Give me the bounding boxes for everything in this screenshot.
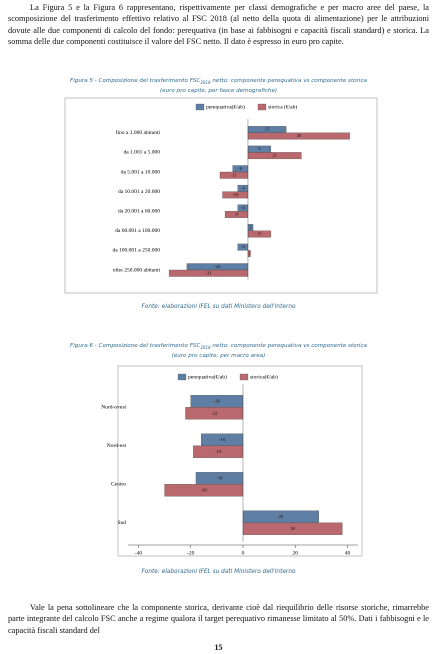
- category-label: da 1.001 a 5.000: [123, 150, 160, 156]
- legend-label: storica (€/ab): [268, 103, 297, 110]
- category-label: Nord-ovest: [101, 405, 126, 411]
- caption-text: (euro pro capite, per macro area): [171, 353, 266, 360]
- caption-text: netto: componente perequativa vs compone…: [212, 78, 367, 84]
- bar-label: -11: [231, 172, 237, 177]
- bar-label: 29: [279, 514, 284, 519]
- x-tick-label: 0: [242, 550, 245, 556]
- bar-label: -16: [219, 437, 226, 442]
- category-label: da 20.001 a 60.000: [118, 208, 160, 214]
- category-label: Centro: [111, 482, 126, 488]
- legend-label: perequativa(€/ab): [188, 373, 227, 380]
- bar-label: -10: [232, 192, 239, 197]
- figure-caption: Figura 5 - Composizione del trasferiment…: [0, 77, 437, 95]
- paragraph: La Figura 5 e la Figura 6 rappresentano,…: [8, 3, 429, 46]
- category-label: oltre 250.000 abitanti: [113, 267, 161, 273]
- bar-label: 1: [248, 251, 250, 256]
- bar-label: -18: [216, 475, 223, 480]
- legend-swatch: [239, 373, 249, 381]
- legend-label: storica(€/ab): [250, 373, 278, 380]
- bar-label: 2: [249, 225, 251, 230]
- paragraph: Vale la pena sottolineare che la compone…: [8, 603, 429, 635]
- bar-label: -19: [215, 449, 222, 454]
- legend-swatch: [177, 373, 187, 381]
- category-label: da 100.001 a 250.000: [112, 248, 160, 254]
- figure-source: Fonte: elaborazioni IFEL su dati Ministe…: [141, 304, 296, 310]
- bar-label: 40: [297, 133, 302, 138]
- x-tick-label: 20: [293, 550, 299, 556]
- caption-text: netto: componente perequativa vs compone…: [212, 343, 367, 349]
- figure-caption: Figura 6 - Composizione del trasferiment…: [0, 342, 437, 360]
- bar-label: -22: [211, 410, 217, 415]
- caption-sub: 2018: [200, 80, 211, 86]
- bar-label: 9: [258, 231, 261, 236]
- caption-text: (euro pro capite, per fasce demografiche…: [159, 88, 278, 95]
- bar-label: -4: [241, 244, 245, 249]
- category-label: Sud: [117, 520, 126, 526]
- legend-label: perequativa(€/ab): [206, 103, 245, 110]
- figure-source: Fonte: elaborazioni IFEL su dati Ministe…: [141, 569, 296, 575]
- caption-sub: 2018: [200, 345, 211, 351]
- chart-frame: [117, 365, 363, 557]
- bar-label: 21: [272, 153, 277, 158]
- x-tick-label: 40: [345, 550, 351, 556]
- legend-swatch: [195, 103, 205, 111]
- x-tick-label: -20: [187, 550, 195, 556]
- legend-swatch: [257, 103, 267, 111]
- bar-label: -4: [241, 185, 245, 190]
- category-label: da 5.001 a 10.000: [121, 169, 161, 175]
- chart-frame: [64, 97, 378, 294]
- page-number: 15: [214, 643, 223, 652]
- bar-label: 15: [265, 127, 270, 132]
- x-tick-label: -40: [135, 550, 143, 556]
- bar-label: 9: [258, 146, 261, 151]
- category-label: Nord-est: [107, 443, 127, 449]
- caption-text: Figura 6 - Composizione del trasferiment…: [70, 343, 201, 349]
- bar-label: -4: [241, 205, 245, 210]
- bar-label: -30: [201, 487, 208, 492]
- bar-label: -9: [235, 211, 239, 216]
- category-label: da 10.001 a 20.000: [118, 189, 160, 195]
- bar-label: 38: [290, 526, 295, 531]
- bar-label: -24: [214, 264, 221, 269]
- bar-label: -20: [214, 398, 221, 403]
- bar-label: -6: [238, 166, 242, 171]
- bar-label: -31: [206, 270, 212, 275]
- category-label: fino a 1.000 abitanti: [116, 129, 161, 136]
- category-label: da 60.001 a 100.000: [115, 228, 160, 234]
- caption-text: Figura 5 - Composizione del trasferiment…: [70, 78, 201, 84]
